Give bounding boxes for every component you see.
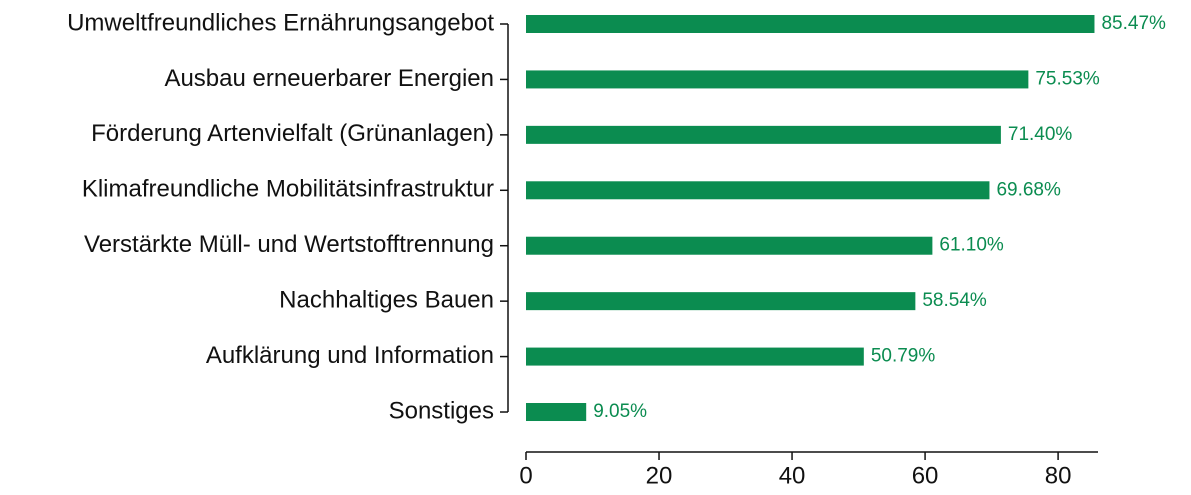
bar <box>526 125 1001 144</box>
bar <box>526 403 587 422</box>
x-tick-label: 0 <box>519 462 532 489</box>
y-tick-label: Nachhaltiges Bauen <box>279 286 494 313</box>
y-tick-label: Förderung Artenvielfalt (Grünanlagen) <box>91 120 494 147</box>
value-label: 61.10% <box>939 235 1004 256</box>
value-label: 69.68% <box>996 179 1061 200</box>
y-tick-label: Aufklärung und Information <box>206 342 494 369</box>
y-tick-label: Klimafreundliche Mobilitätsinfrastruktur <box>82 176 494 203</box>
value-label: 58.54% <box>922 290 987 311</box>
bar <box>526 292 916 311</box>
y-tick-label: Verstärkte Müll- und Wertstofftrennung <box>84 231 494 258</box>
x-tick-label: 80 <box>1045 462 1072 489</box>
x-tick-label: 20 <box>646 462 673 489</box>
y-tick-label: Sonstiges <box>389 397 494 424</box>
bar <box>526 181 990 200</box>
x-tick-label: 40 <box>779 462 806 489</box>
value-label: 85.47% <box>1101 13 1166 34</box>
value-label: 75.53% <box>1035 68 1100 89</box>
bar <box>526 347 864 366</box>
value-label: 71.40% <box>1008 124 1073 145</box>
bar <box>526 70 1029 89</box>
y-tick-label: Umweltfreundliches Ernährungsangebot <box>67 9 494 36</box>
bar <box>526 236 933 255</box>
value-label: 9.05% <box>593 401 647 422</box>
y-tick-label: Ausbau erneuerbarer Energien <box>164 65 494 92</box>
value-label: 50.79% <box>871 346 936 367</box>
x-tick-label: 60 <box>912 462 939 489</box>
bar <box>526 15 1095 33</box>
